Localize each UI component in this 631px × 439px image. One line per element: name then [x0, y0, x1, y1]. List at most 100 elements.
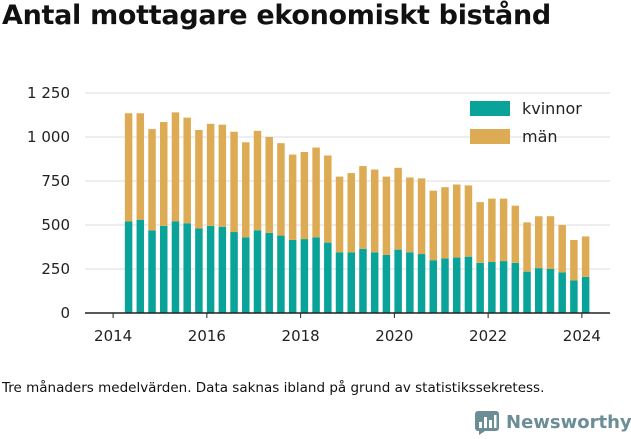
y-tick-label: 0 — [60, 304, 70, 322]
y-tick-label: 750 — [41, 172, 70, 190]
bar-kvinnor — [570, 280, 578, 313]
bar-man — [523, 222, 531, 272]
bar-kvinnor — [406, 252, 414, 313]
bar-kvinnor — [206, 225, 215, 313]
x-tick-label: 2022 — [469, 327, 507, 345]
bar-kvinnor — [300, 239, 309, 313]
bar-man — [535, 216, 543, 269]
bar-kvinnor — [429, 260, 438, 313]
chart-title: Antal mottagare ekonomiskt bistånd — [2, 0, 551, 31]
bar-man — [277, 143, 285, 236]
legend-label: kvinnor — [522, 99, 582, 118]
bar-man — [429, 190, 438, 261]
bar-kvinnor — [218, 226, 227, 313]
bar-kvinnor — [558, 272, 566, 313]
bar-kvinnor — [394, 249, 402, 313]
bar-kvinnor — [265, 232, 273, 313]
bar-kvinnor — [171, 221, 180, 313]
bar-kvinnor — [324, 242, 332, 313]
x-tick-label: 2024 — [563, 327, 601, 345]
bar-kvinnor — [195, 228, 203, 313]
bar-man — [288, 154, 297, 240]
bar-man — [230, 131, 238, 233]
bar-man — [300, 151, 309, 240]
bar-kvinnor — [288, 239, 297, 313]
bar-man — [335, 176, 344, 253]
bar-kvinnor — [183, 223, 191, 313]
bar-kvinnor — [359, 248, 367, 313]
legend-swatch — [470, 129, 510, 144]
bar-kvinnor — [464, 256, 473, 313]
bar-kvinnor — [581, 276, 590, 313]
bar-kvinnor — [136, 219, 145, 313]
bar-kvinnor — [452, 257, 461, 313]
bar-man — [347, 173, 355, 253]
bar-man — [464, 185, 473, 257]
bar-man — [206, 123, 215, 226]
bar-man — [171, 112, 180, 222]
bar-man — [312, 147, 320, 238]
bar-man — [359, 166, 367, 249]
bar-kvinnor — [382, 254, 391, 313]
bar-man — [265, 137, 273, 233]
bar-man — [417, 178, 426, 255]
bars — [124, 112, 590, 313]
bar-man — [136, 113, 145, 220]
bar-man — [124, 113, 133, 222]
bar-man — [160, 122, 168, 226]
x-tick-label: 2020 — [375, 327, 413, 345]
y-tick-label: 500 — [41, 216, 70, 234]
bar-kvinnor — [511, 262, 520, 313]
legend-swatch — [470, 101, 510, 116]
bar-kvinnor — [160, 225, 168, 313]
stacked-bar-chart: 0 250 500 750 1 000 1 250 2014 2016 2018 2020 202… — [27, 84, 610, 345]
x-tick-label: 2014 — [94, 327, 132, 345]
bar-kvinnor — [535, 268, 543, 313]
bar-man — [488, 198, 496, 262]
bar-man — [581, 236, 590, 277]
bar-man — [253, 130, 262, 231]
bar-man — [370, 169, 379, 253]
bar-man — [394, 167, 402, 250]
bar-man — [195, 129, 203, 229]
bar-man — [511, 205, 520, 263]
bar-man — [148, 129, 156, 231]
bar-kvinnor — [476, 262, 484, 313]
bar-kvinnor — [441, 258, 449, 313]
x-tick-label: 2016 — [188, 327, 226, 345]
bar-kvinnor — [230, 232, 238, 313]
bar-kvinnor — [277, 235, 285, 313]
footnote: Tre månaders medelvärden. Data saknas ib… — [2, 380, 545, 396]
bar-kvinnor — [335, 252, 344, 313]
x-tick-label: 2018 — [282, 327, 320, 345]
bar-man — [546, 216, 555, 269]
bar-man — [324, 155, 332, 243]
bar-kvinnor — [242, 237, 250, 313]
bar-kvinnor — [148, 230, 156, 313]
x-axis-ticks: 2014 2016 2018 2020 2022 2024 — [94, 313, 601, 345]
legend-label: män — [522, 127, 558, 146]
brand-name: Newsworthy — [506, 411, 631, 433]
bar-man — [570, 239, 578, 281]
bar-chart-logo-icon — [475, 411, 499, 435]
legend: kvinnor män — [470, 99, 582, 146]
bar-kvinnor — [523, 271, 531, 313]
bar-man — [183, 117, 191, 224]
bar-kvinnor — [370, 252, 379, 313]
bar-man — [242, 142, 250, 238]
bar-man — [218, 124, 227, 227]
bar-man — [406, 177, 414, 253]
bar-kvinnor — [253, 230, 262, 313]
y-tick-label: 1 000 — [27, 128, 70, 146]
bar-man — [452, 184, 461, 258]
bar-man — [476, 202, 484, 263]
brand-logo: Newsworthy — [474, 407, 631, 437]
y-tick-label: 1 250 — [27, 84, 70, 102]
bar-man — [499, 198, 508, 262]
bar-man — [441, 187, 449, 259]
bar-kvinnor — [312, 237, 320, 313]
y-axis-labels: 0 250 500 750 1 000 1 250 — [27, 84, 70, 322]
bar-kvinnor — [417, 254, 426, 313]
bar-kvinnor — [347, 252, 355, 313]
bar-kvinnor — [124, 221, 133, 313]
